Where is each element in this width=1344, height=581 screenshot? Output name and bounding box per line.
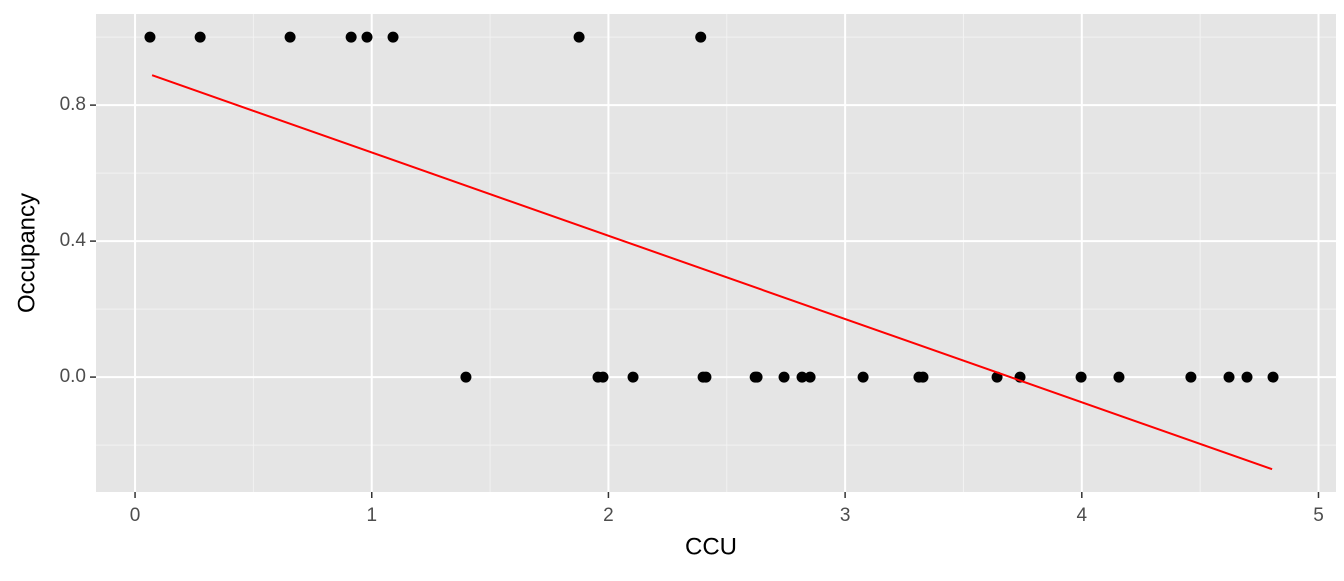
x-tick-label: 2 bbox=[603, 505, 614, 526]
point bbox=[917, 371, 929, 383]
point bbox=[1075, 371, 1087, 383]
point bbox=[460, 371, 472, 383]
point bbox=[1185, 371, 1197, 383]
point bbox=[700, 371, 712, 383]
point bbox=[361, 31, 373, 43]
y-tick-label: 0.0 bbox=[60, 366, 86, 387]
x-tick-label: 1 bbox=[366, 505, 377, 526]
x-axis-title: CCU bbox=[685, 533, 737, 560]
point bbox=[796, 371, 808, 383]
point bbox=[857, 371, 869, 383]
point bbox=[804, 371, 816, 383]
y-axis-title: Occupancy bbox=[13, 193, 40, 313]
point bbox=[194, 31, 206, 43]
x-tick-label: 5 bbox=[1313, 505, 1324, 526]
point bbox=[751, 371, 763, 383]
x-tick-label: 3 bbox=[840, 505, 851, 526]
point bbox=[597, 371, 609, 383]
point bbox=[778, 371, 790, 383]
x-tick-label: 4 bbox=[1077, 505, 1088, 526]
point bbox=[345, 31, 357, 43]
y-tick-label: 0.8 bbox=[60, 94, 86, 115]
panel bbox=[96, 14, 1336, 492]
point bbox=[573, 31, 585, 43]
point bbox=[1113, 371, 1125, 383]
y-tick-label: 0.4 bbox=[60, 230, 87, 251]
point bbox=[1223, 371, 1235, 383]
x-tick-label: 0 bbox=[130, 505, 141, 526]
point bbox=[627, 371, 639, 383]
point bbox=[144, 31, 156, 43]
fit-line bbox=[151, 74, 1273, 471]
point bbox=[1267, 371, 1279, 383]
point bbox=[284, 31, 296, 43]
point bbox=[387, 31, 399, 43]
point bbox=[695, 31, 707, 43]
point bbox=[1241, 371, 1253, 383]
